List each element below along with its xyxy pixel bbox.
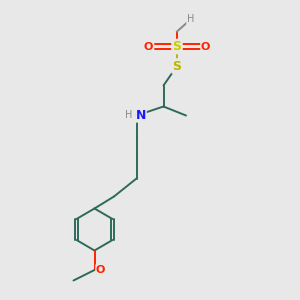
Text: S: S (172, 59, 182, 73)
Text: S: S (172, 40, 182, 53)
Text: O: O (144, 41, 153, 52)
Text: N: N (136, 109, 146, 122)
Text: O: O (201, 41, 210, 52)
Text: O: O (96, 265, 105, 275)
Text: H: H (187, 14, 194, 25)
Text: H: H (125, 110, 133, 121)
